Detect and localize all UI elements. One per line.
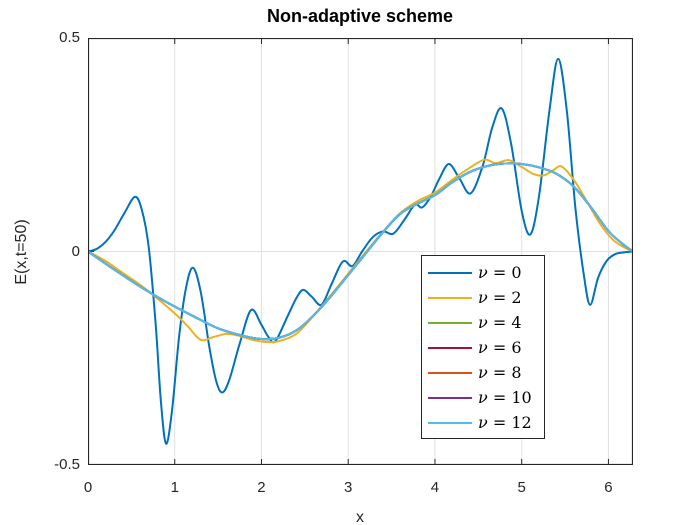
y-tick-label: 0.5 [59, 29, 80, 46]
series-line-nu-12 [88, 162, 633, 341]
legend-entry: ν = 8 [422, 360, 544, 385]
nu-symbol: ν [478, 263, 488, 282]
legend-entry: ν = 2 [422, 285, 544, 310]
legend-line-swatch [428, 321, 472, 324]
legend-entry: ν = 4 [422, 310, 544, 335]
x-tick-label: 6 [604, 479, 613, 496]
legend-entry: ν = 12 [422, 410, 544, 435]
axis-box [88, 38, 633, 465]
chart-title: Non-adaptive scheme [266, 6, 454, 26]
legend-label: ν = 12 [478, 413, 532, 432]
x-tick-label: 4 [430, 479, 440, 496]
x-axis-label: x [356, 509, 364, 525]
nu-symbol: ν [478, 413, 488, 432]
series-line-nu-0 [88, 57, 633, 445]
x-tick-label: 0 [83, 479, 93, 496]
legend: ν = 0 ν = 2 ν = 4 ν = 6 ν = 8 ν = 10 ν = 12 [421, 255, 545, 439]
legend-line-swatch [428, 346, 472, 349]
legend-label: ν = 10 [478, 388, 532, 407]
series-line-nu-2 [88, 158, 633, 344]
x-tick-label: 3 [344, 479, 353, 496]
nu-symbol: ν [478, 338, 488, 357]
y-tick-label: 0 [71, 242, 80, 260]
legend-line-swatch [428, 296, 472, 299]
nu-symbol: ν [478, 288, 488, 307]
x-tick-label: 5 [517, 479, 526, 496]
legend-label: ν = 6 [478, 338, 522, 357]
y-axis-label: E(x,t=50) [13, 219, 30, 285]
legend-line-swatch [428, 371, 472, 374]
x-tick-label: 2 [257, 479, 266, 496]
legend-entry: ν = 6 [422, 335, 544, 360]
legend-label: ν = 4 [478, 313, 522, 332]
legend-label: ν = 8 [478, 363, 522, 382]
legend-line-swatch [428, 271, 472, 274]
nu-symbol: ν [478, 313, 488, 332]
legend-label: ν = 0 [478, 263, 522, 282]
nu-symbol: ν [478, 388, 488, 407]
nu-symbol: ν [478, 363, 488, 382]
legend-entry: ν = 10 [422, 385, 544, 410]
plot-area [88, 38, 633, 465]
legend-entry: ν = 0 [422, 260, 544, 285]
y-tick-label: -0.5 [54, 456, 80, 473]
legend-label: ν = 2 [478, 288, 522, 307]
legend-line-swatch [428, 421, 472, 424]
legend-line-swatch [428, 396, 472, 399]
x-tick-label: 1 [170, 479, 179, 496]
